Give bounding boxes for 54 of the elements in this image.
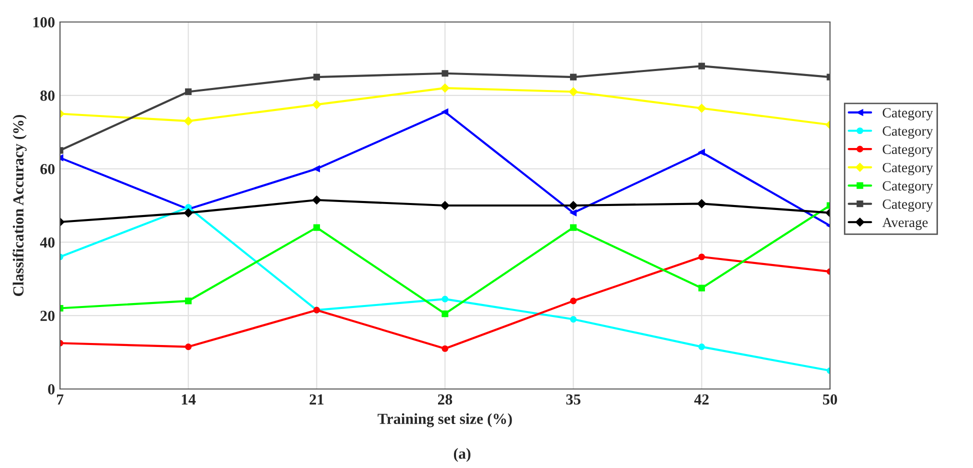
point	[570, 210, 577, 216]
point	[570, 224, 577, 231]
x-axis-title: Training set size (%)	[378, 413, 512, 428]
point	[697, 104, 706, 113]
point	[184, 116, 193, 126]
point	[697, 199, 706, 208]
legend-label: Category	[882, 108, 933, 120]
y-tick-label: 20	[40, 310, 55, 322]
point	[442, 70, 448, 77]
point	[313, 74, 320, 80]
point	[185, 343, 192, 350]
legend-label: Category	[882, 200, 933, 212]
point	[698, 62, 705, 70]
point	[568, 201, 578, 210]
legend-label: Category	[882, 126, 933, 139]
legend-label: Category	[882, 144, 933, 157]
point	[570, 316, 577, 323]
x-tick-label: 42	[694, 394, 709, 404]
x-tick-label: 50	[822, 394, 838, 405]
point	[185, 298, 192, 304]
y-tick-label: 0	[48, 384, 55, 394]
point	[442, 345, 448, 352]
point	[442, 296, 448, 302]
point	[568, 87, 578, 96]
x-tick-label: 21	[310, 394, 324, 404]
text: (a)	[454, 448, 470, 462]
x-tick-label: 14	[182, 394, 196, 404]
legend-label: Category	[882, 162, 933, 176]
point	[184, 208, 193, 218]
legend-label: Average	[882, 218, 928, 230]
y-axis-title: Classification Accuracy (%)	[12, 114, 27, 296]
point	[570, 298, 577, 304]
point	[698, 343, 705, 350]
point	[442, 108, 448, 116]
point	[440, 84, 450, 93]
y-tick-label: 60	[40, 164, 55, 174]
x-tick-label: 7	[57, 394, 64, 404]
point	[570, 74, 577, 80]
point	[312, 100, 322, 110]
legend-label: Category	[882, 181, 933, 194]
x-tick-label: 35	[566, 394, 580, 405]
point	[698, 148, 705, 156]
y-tick-label: 80	[40, 90, 55, 101]
point	[312, 196, 322, 204]
point	[442, 310, 448, 318]
y-tick-label: 40	[40, 237, 55, 248]
point	[440, 201, 450, 210]
point	[313, 166, 320, 172]
y-tick-label: 100	[33, 17, 55, 28]
point	[185, 88, 192, 96]
point	[313, 224, 320, 231]
point	[698, 284, 705, 292]
x-tick-label: 28	[438, 394, 452, 405]
point	[698, 254, 705, 260]
